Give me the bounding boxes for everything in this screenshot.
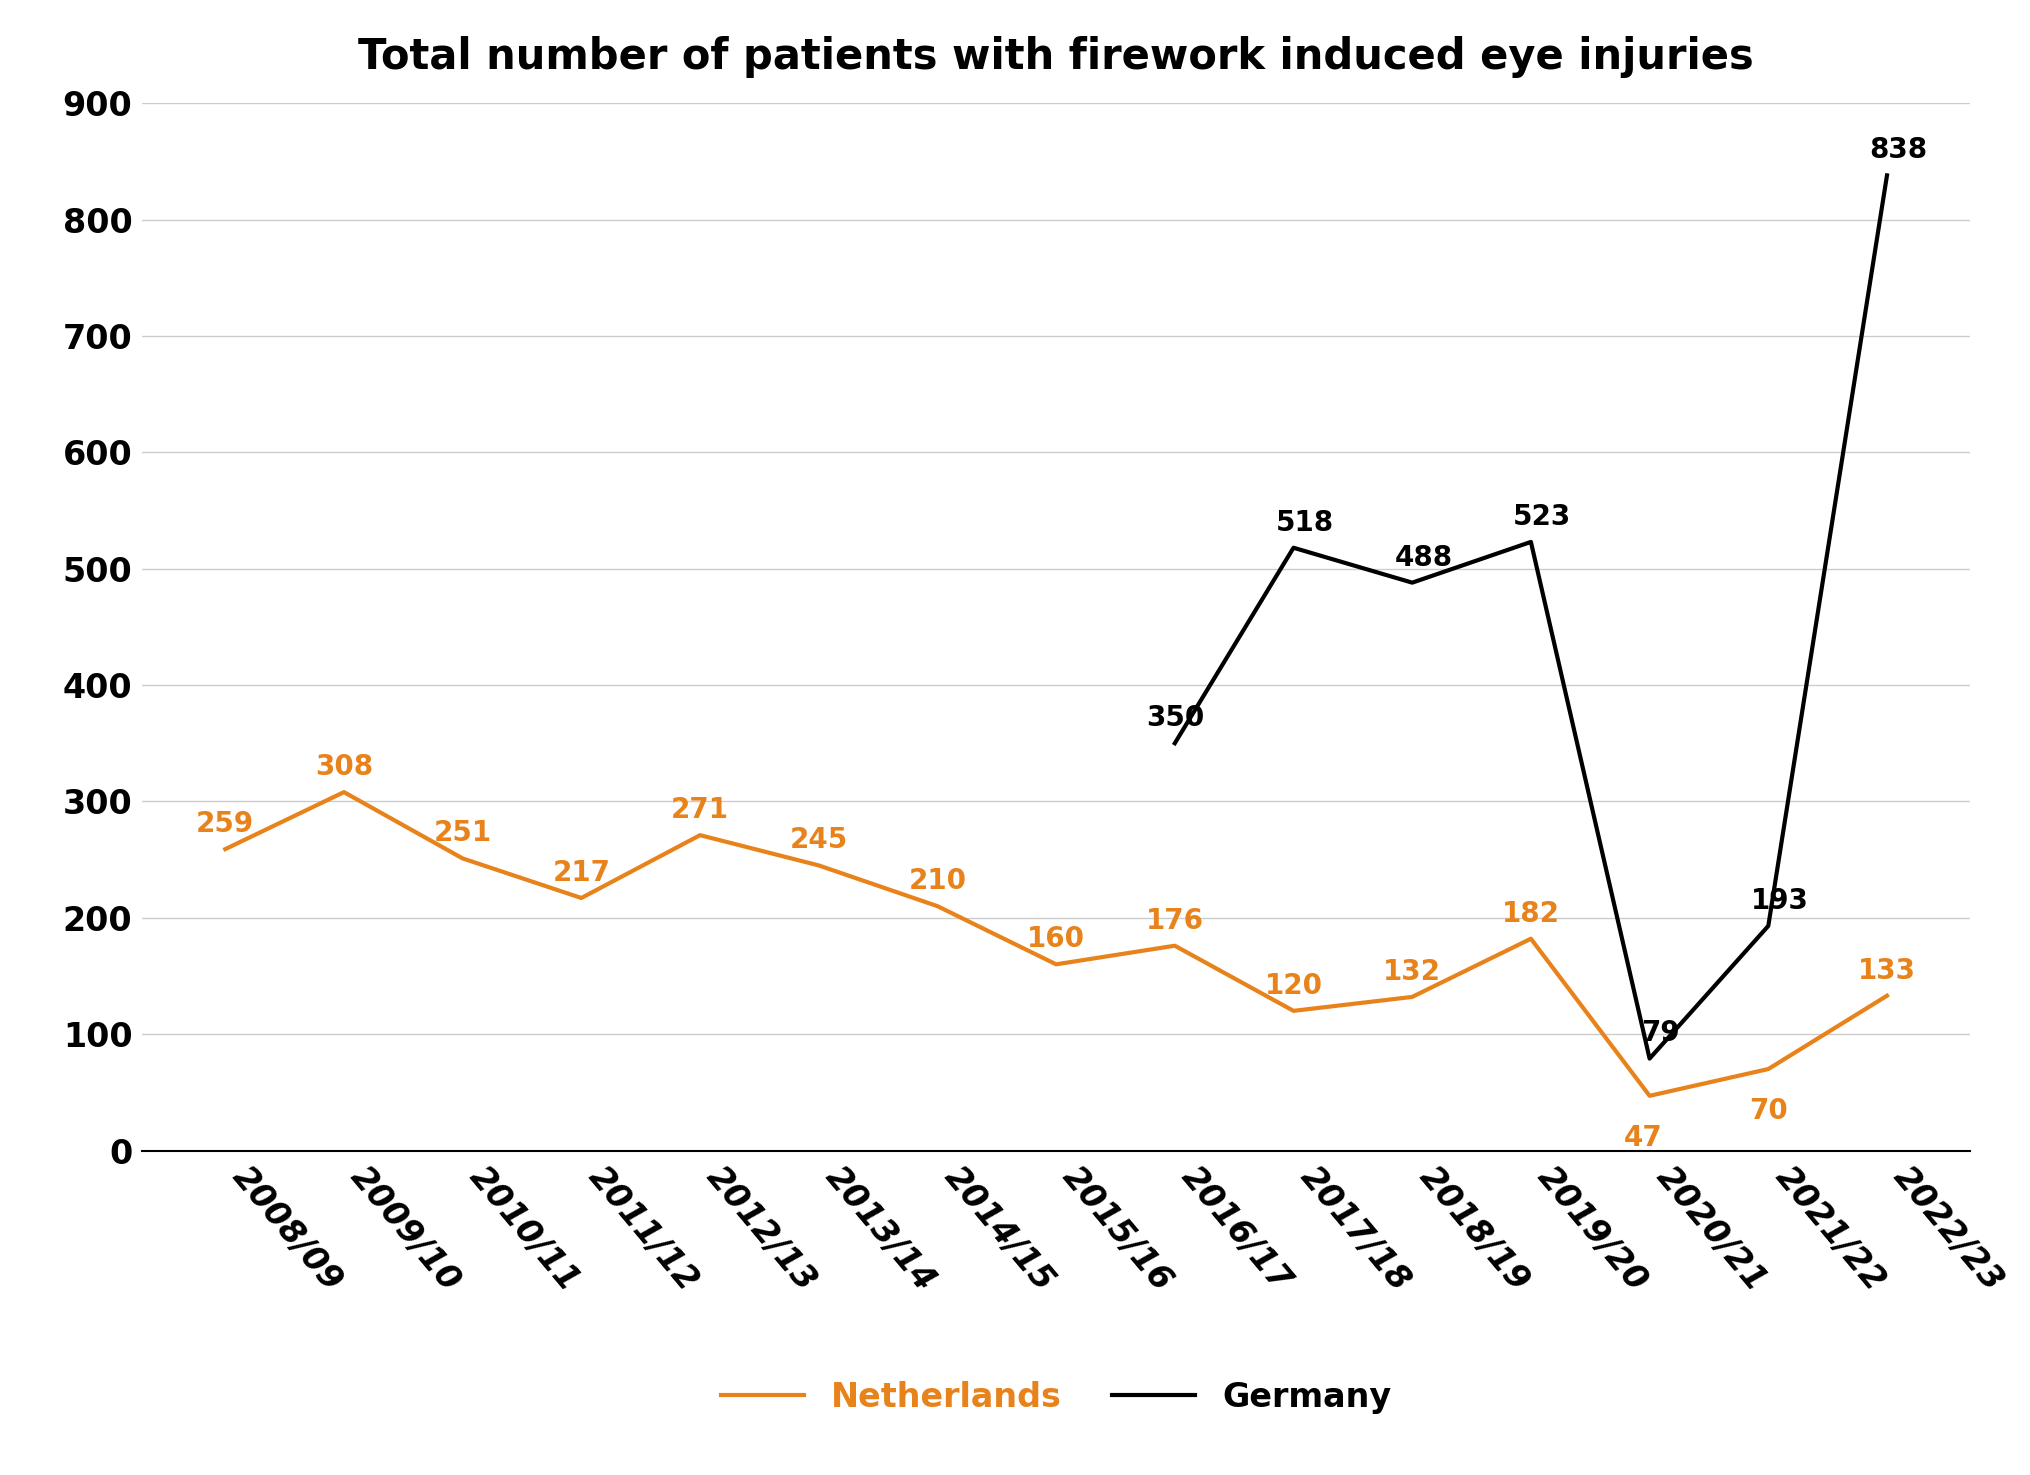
- Text: 259: 259: [197, 810, 254, 838]
- Text: 245: 245: [790, 826, 847, 854]
- Text: 838: 838: [1868, 136, 1926, 164]
- Text: 488: 488: [1393, 544, 1451, 571]
- Text: 133: 133: [1857, 957, 1914, 985]
- Text: 120: 120: [1265, 972, 1322, 1000]
- Text: 523: 523: [1512, 503, 1571, 531]
- Text: 271: 271: [670, 796, 729, 825]
- Text: 132: 132: [1382, 957, 1441, 985]
- Text: 193: 193: [1750, 886, 1807, 914]
- Legend: Netherlands, Germany: Netherlands, Germany: [706, 1367, 1405, 1428]
- Text: 350: 350: [1145, 704, 1204, 732]
- Text: 518: 518: [1275, 509, 1334, 537]
- Text: 160: 160: [1027, 925, 1084, 953]
- Text: 47: 47: [1622, 1124, 1661, 1152]
- Text: 70: 70: [1748, 1097, 1786, 1125]
- Text: 308: 308: [315, 754, 374, 780]
- Text: 210: 210: [907, 867, 966, 895]
- Text: 79: 79: [1640, 1019, 1679, 1047]
- Title: Total number of patients with firework induced eye injuries: Total number of patients with firework i…: [357, 35, 1754, 78]
- Text: 217: 217: [552, 858, 611, 886]
- Text: 176: 176: [1145, 907, 1204, 935]
- Text: 182: 182: [1500, 900, 1559, 928]
- Text: 251: 251: [432, 819, 491, 847]
